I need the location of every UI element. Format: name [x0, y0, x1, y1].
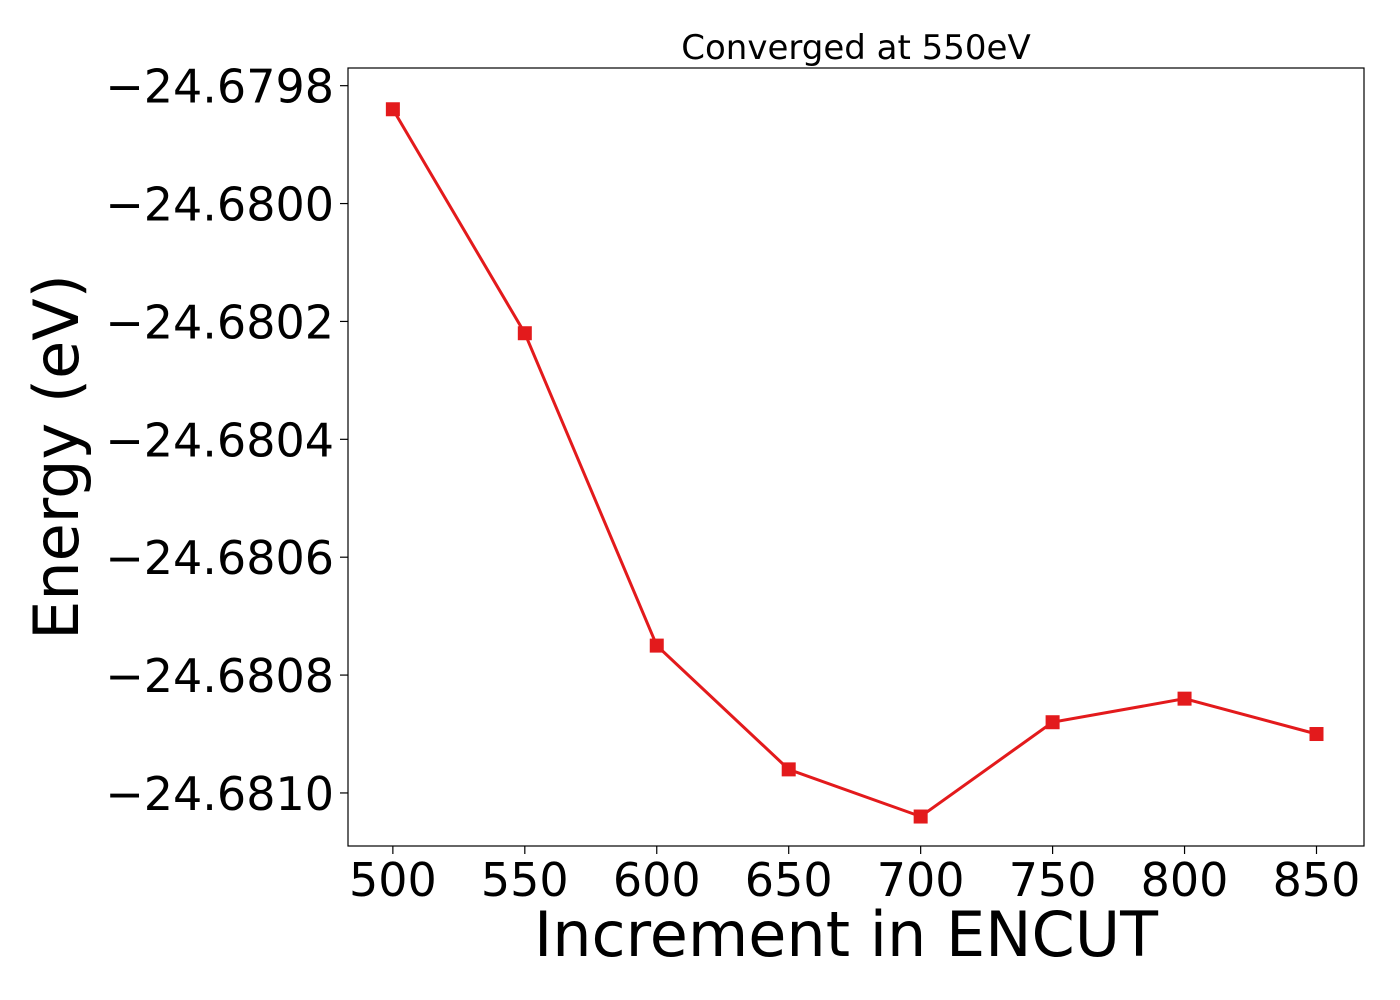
x-tick-label: 650	[745, 853, 833, 907]
x-axis: 500 550 600 650 700 750 800 850	[349, 846, 1360, 907]
x-tick-label: 550	[481, 853, 569, 907]
x-tick-label: 600	[613, 853, 701, 907]
x-tick-label: 850	[1273, 853, 1361, 907]
y-axis: −24.6798 −24.6800 −24.6802 −24.6804 −24.6806…	[105, 60, 348, 821]
x-tick-label: 700	[877, 853, 965, 907]
data-point-850	[1309, 727, 1324, 742]
chart-title: Converged at 550eV	[681, 28, 1030, 68]
x-tick-label: 800	[1141, 853, 1229, 907]
data-point-650	[781, 762, 796, 777]
series-markers	[385, 102, 1324, 824]
y-axis-label: Energy (eV)	[20, 274, 93, 640]
x-tick-label: 750	[1009, 853, 1097, 907]
data-point-500	[385, 102, 400, 117]
y-tick-label: −24.6800	[105, 178, 334, 232]
x-axis-label: Increment in ENCUT	[534, 898, 1159, 971]
data-point-600	[649, 638, 664, 653]
series-line	[391, 108, 1317, 819]
data-point-700	[913, 809, 928, 824]
y-tick-label: −24.6806	[105, 531, 334, 585]
y-tick-label: −24.6802	[105, 295, 334, 349]
y-tick-label: −24.6798	[105, 60, 334, 114]
y-tick-label: −24.6810	[105, 767, 334, 821]
x-tick-label: 500	[349, 853, 437, 907]
data-point-550	[517, 326, 532, 341]
y-tick-label: −24.6804	[105, 413, 334, 467]
y-tick-label: −24.6808	[105, 649, 334, 703]
data-point-800	[1177, 691, 1192, 706]
data-point-750	[1045, 715, 1060, 730]
plot-area	[347, 67, 1365, 847]
